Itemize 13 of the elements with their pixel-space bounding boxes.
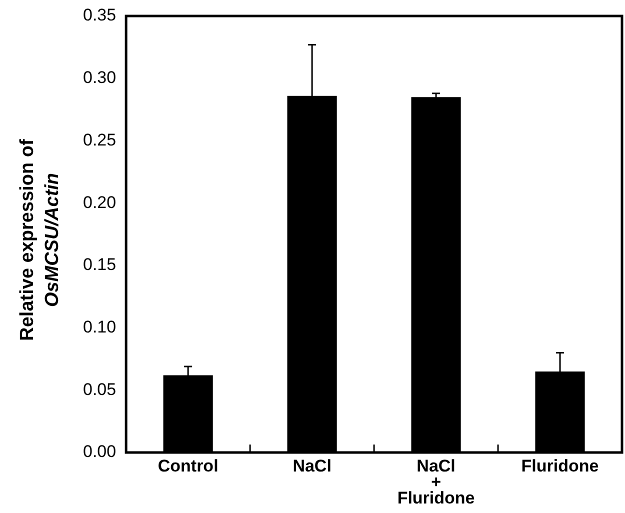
y-tick-label: 0.20 [82,192,116,212]
y-tick-label: 0.25 [82,130,116,150]
y-axis-title: Relative expression of OsMCSU/Actin [16,139,64,341]
y-tick-label: 0.05 [82,380,116,399]
x-tick-label: NaCl [292,456,332,476]
y-tick-label: 0.30 [82,68,116,88]
y-tick-label: 0.35 [82,6,116,25]
y-tick-label: 0.00 [82,442,116,462]
x-tick-label: Control [158,456,218,476]
y-tick-label: 0.10 [82,318,116,337]
y-tick-label: 0.15 [82,255,116,274]
x-tick-label: NaCl + Fluridone [397,456,475,508]
x-tick-label: Fluridone [521,456,599,476]
